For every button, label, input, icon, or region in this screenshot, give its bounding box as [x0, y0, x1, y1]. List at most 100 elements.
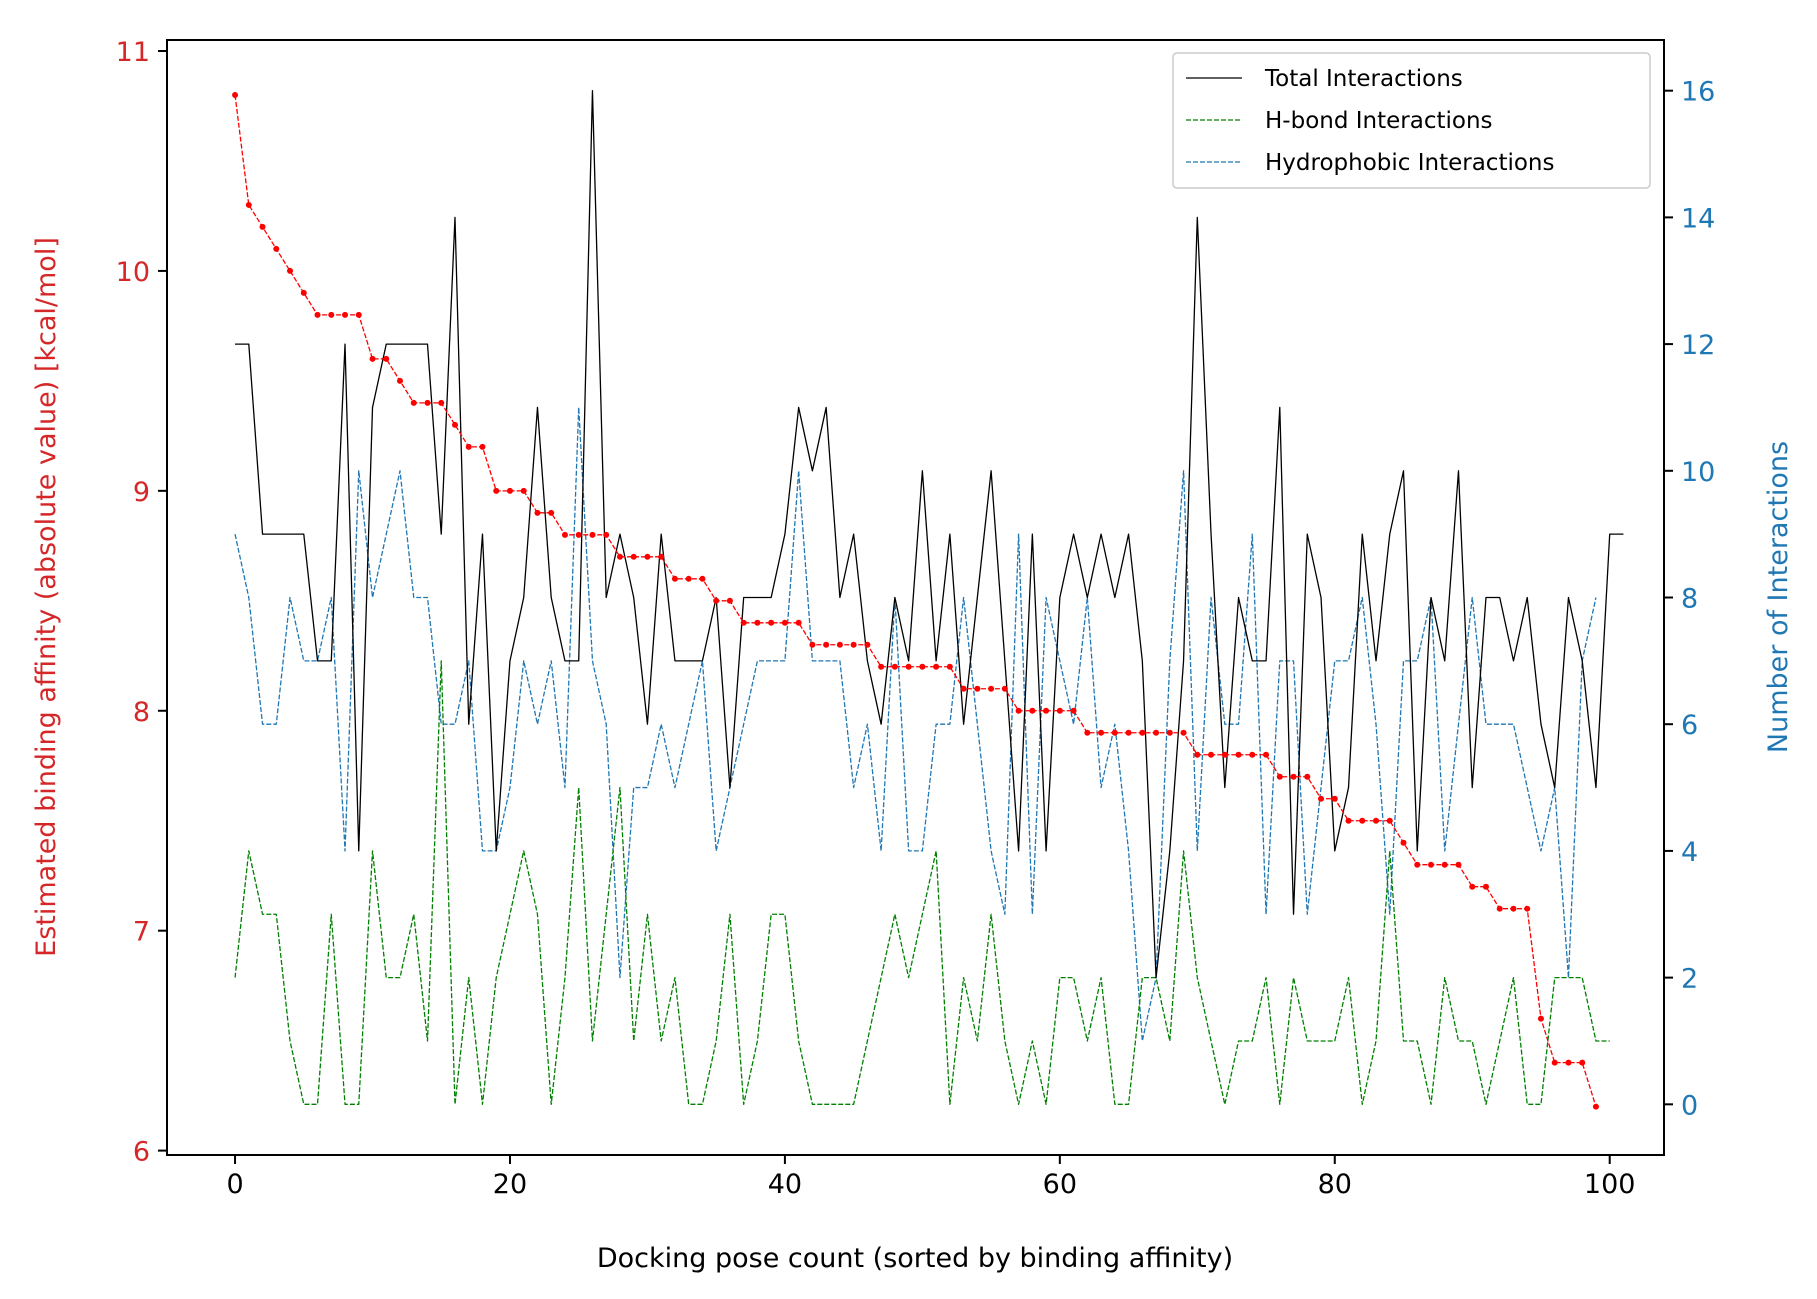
- affinity-point-81: [1345, 817, 1352, 824]
- legend: Total Interactions H-bond Interactions H…: [1172, 52, 1651, 189]
- series-line-hbond: [234, 660, 1610, 1105]
- affinity-point-39: [768, 619, 775, 626]
- affinity-point-73: [1235, 751, 1242, 758]
- affinity-point-90: [1469, 883, 1476, 890]
- affinity-point-48: [891, 663, 898, 670]
- affinity-point-53: [960, 685, 967, 692]
- x-tick-label-0: 0: [226, 1169, 243, 1200]
- affinity-point-23: [548, 509, 555, 516]
- affinity-point-74: [1249, 751, 1256, 758]
- affinity-point-9: [355, 311, 362, 318]
- affinity-point-62: [1084, 729, 1091, 736]
- series-line-hydrophobic: [234, 406, 1597, 1042]
- affinity-point-29: [630, 553, 637, 560]
- series-line-affinity: [234, 94, 1597, 1107]
- series-line-total: [235, 90, 1624, 979]
- right-y-tick-label-4: 4: [1681, 837, 1698, 868]
- affinity-point-96: [1551, 1059, 1558, 1066]
- affinity-point-4: [287, 267, 294, 274]
- right-y-axis-title: Number of Interactions: [1763, 441, 1794, 753]
- affinity-point-10: [369, 355, 376, 362]
- affinity-point-26: [589, 531, 596, 538]
- x-tick-label-60: 60: [1043, 1169, 1077, 1200]
- affinity-point-86: [1414, 861, 1421, 868]
- x-tick-label-20: 20: [493, 1169, 527, 1200]
- affinity-point-67: [1153, 729, 1160, 736]
- affinity-point-92: [1496, 905, 1503, 912]
- affinity-point-33: [685, 575, 692, 582]
- affinity-point-94: [1524, 905, 1531, 912]
- affinity-point-38: [754, 619, 761, 626]
- affinity-point-51: [933, 663, 940, 670]
- affinity-point-97: [1565, 1059, 1572, 1066]
- affinity-point-59: [1043, 707, 1050, 714]
- affinity-point-56: [1001, 685, 1008, 692]
- affinity-point-68: [1166, 729, 1173, 736]
- affinity-point-55: [988, 685, 995, 692]
- left-y-axis-title: Estimated binding affinity (absolute val…: [31, 237, 62, 957]
- affinity-point-2: [259, 223, 266, 230]
- right-y-tick-label-8: 8: [1681, 584, 1698, 615]
- affinity-point-1: [245, 201, 252, 208]
- affinity-point-57: [1015, 707, 1022, 714]
- affinity-point-95: [1537, 1015, 1544, 1022]
- affinity-point-27: [603, 531, 610, 538]
- affinity-point-93: [1510, 905, 1517, 912]
- affinity-point-6: [314, 311, 321, 318]
- left-y-tick-label-10: 10: [116, 257, 150, 288]
- affinity-point-80: [1331, 795, 1338, 802]
- affinity-point-34: [699, 575, 706, 582]
- affinity-point-25: [575, 531, 582, 538]
- affinity-point-87: [1428, 861, 1434, 868]
- right-y-tick-label-14: 14: [1681, 203, 1715, 234]
- affinity-point-31: [658, 553, 665, 560]
- affinity-point-14: [424, 399, 431, 406]
- affinity-point-88: [1441, 861, 1448, 868]
- affinity-point-30: [644, 553, 651, 560]
- affinity-point-84: [1386, 817, 1393, 824]
- affinity-point-75: [1263, 751, 1270, 758]
- affinity-point-42: [809, 641, 816, 648]
- affinity-point-41: [795, 619, 802, 626]
- right-y-tick-label-2: 2: [1681, 964, 1698, 995]
- affinity-point-11: [383, 355, 390, 362]
- affinity-point-44: [836, 641, 843, 648]
- affinity-point-40: [781, 619, 788, 626]
- x-tick-label-40: 40: [768, 1169, 802, 1200]
- affinity-point-22: [534, 509, 541, 516]
- affinity-point-47: [878, 663, 885, 670]
- left-y-tick-label-8: 8: [133, 697, 150, 728]
- left-y-tick-label-6: 6: [133, 1137, 150, 1168]
- right-y-tick-label-0: 0: [1681, 1090, 1698, 1121]
- affinity-point-66: [1139, 729, 1146, 736]
- affinity-point-54: [974, 685, 981, 692]
- affinity-point-32: [671, 575, 678, 582]
- right-y-tick-label-12: 12: [1681, 330, 1715, 361]
- affinity-point-18: [479, 443, 486, 450]
- affinity-point-50: [919, 663, 926, 670]
- legend-label-hbond: H-bond Interactions: [1265, 108, 1493, 134]
- x-tick-label-80: 80: [1318, 1169, 1352, 1200]
- affinity-point-61: [1070, 707, 1077, 714]
- legend-label-hydrophobic: Hydrophobic Interactions: [1265, 150, 1555, 176]
- right-y-tick-label-10: 10: [1681, 457, 1715, 488]
- affinity-point-24: [561, 531, 568, 538]
- legend-box: [1172, 52, 1651, 189]
- affinity-point-17: [465, 443, 472, 450]
- affinity-point-16: [451, 421, 458, 428]
- affinity-point-60: [1056, 707, 1063, 714]
- affinity-point-7: [328, 311, 335, 318]
- left-y-tick-label-11: 11: [116, 37, 150, 68]
- affinity-point-79: [1318, 795, 1325, 802]
- affinity-point-89: [1455, 861, 1462, 868]
- affinity-point-70: [1194, 751, 1201, 758]
- affinity-point-69: [1180, 729, 1187, 736]
- affinity-point-37: [740, 619, 747, 626]
- affinity-point-21: [520, 487, 527, 494]
- affinity-point-76: [1276, 773, 1283, 780]
- affinity-point-28: [616, 553, 623, 560]
- left-y-tick-label-9: 9: [133, 477, 150, 508]
- affinity-point-19: [493, 487, 500, 494]
